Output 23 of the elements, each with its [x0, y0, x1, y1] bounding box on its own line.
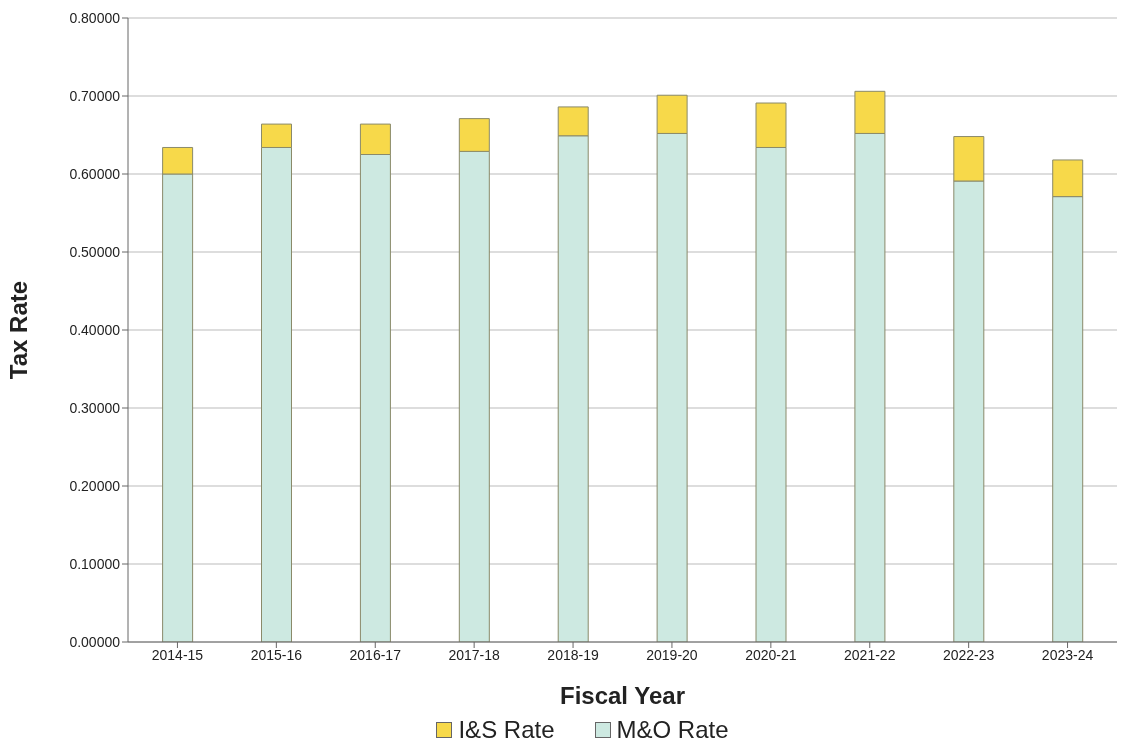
y-tick-label: 0.20000 [69, 477, 121, 494]
y-tick-label: 0.00000 [69, 633, 121, 650]
y-tick-label: 0.50000 [69, 243, 121, 260]
y-tick-label: 0.70000 [69, 87, 121, 104]
y-tick-label: 0.80000 [69, 9, 121, 26]
y-tick-label: 0.10000 [69, 555, 121, 572]
y-tick-label: 0.30000 [69, 399, 121, 416]
x-tick-label: 2023-24 [1041, 646, 1094, 663]
x-tick-label: 2019-20 [646, 646, 698, 663]
legend-label: M&O Rate [615, 716, 729, 744]
x-tick-label: 2016-17 [349, 646, 402, 663]
x-tick-label: 2021-22 [844, 646, 896, 663]
x-tick-label: 2020-21 [745, 646, 797, 663]
y-tick-label: 0.60000 [69, 165, 121, 182]
y-axis-title: Tax Rate [4, 280, 32, 380]
x-axis-title: Fiscal Year [560, 682, 685, 709]
x-tick-label: 2017-18 [448, 646, 501, 663]
x-tick-label: 2015-16 [250, 646, 303, 663]
legend-label: I&S Rate [457, 716, 555, 744]
x-tick-label: 2022-23 [942, 646, 995, 663]
x-tick-label: 2018-19 [547, 646, 599, 663]
x-tick-label: 2014-15 [151, 646, 204, 663]
y-tick-label: 0.40000 [69, 321, 121, 338]
